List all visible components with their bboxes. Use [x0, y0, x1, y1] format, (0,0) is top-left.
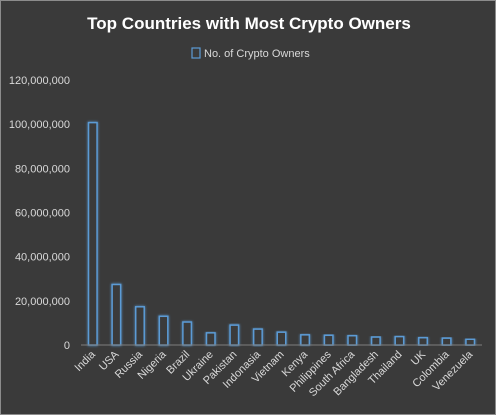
y-tick-label: 40,000,000 [15, 252, 70, 264]
bar-india [87, 121, 98, 346]
bar-ukraine [205, 332, 216, 346]
bar-philippines [323, 334, 334, 346]
x-tick-label: India [73, 348, 99, 374]
bar-venezuela [465, 338, 476, 346]
y-tick-label: 120,000,000 [9, 75, 70, 87]
bar-nigeria [158, 315, 169, 346]
bar-indonasia [252, 328, 263, 346]
bar-thailand [394, 335, 405, 346]
bar-pakistan [229, 324, 240, 346]
x-axis-labels: India USARussiaNigeriaBrazilUkrainePakist… [73, 348, 476, 399]
bar-kenya [300, 334, 311, 346]
y-tick-label: 60,000,000 [15, 208, 70, 220]
y-tick-label: 0 [64, 340, 70, 352]
bar-colombia [441, 337, 452, 346]
y-tick-label: 80,000,000 [15, 163, 70, 175]
bar-brazil [182, 321, 193, 346]
bar-south-africa [347, 334, 358, 346]
chart-title: Top Countries with Most Crypto Owners [87, 14, 411, 33]
bar-bangladesh [370, 336, 381, 346]
legend-swatch [191, 47, 201, 59]
bars [87, 121, 476, 346]
y-tick-label: 20,000,000 [15, 296, 70, 308]
bar-russia [134, 306, 145, 346]
bar-vietnam [276, 331, 287, 346]
legend: No. of Crypto Owners [191, 47, 310, 60]
bar-uk [418, 336, 429, 346]
bar-usa [111, 283, 122, 346]
legend-label: No. of Crypto Owners [204, 48, 310, 60]
y-tick-label: 100,000,000 [9, 119, 70, 131]
y-axis-labels: 0 20,000,000 40,000,000 60,000,000 80,000,00… [9, 75, 70, 352]
